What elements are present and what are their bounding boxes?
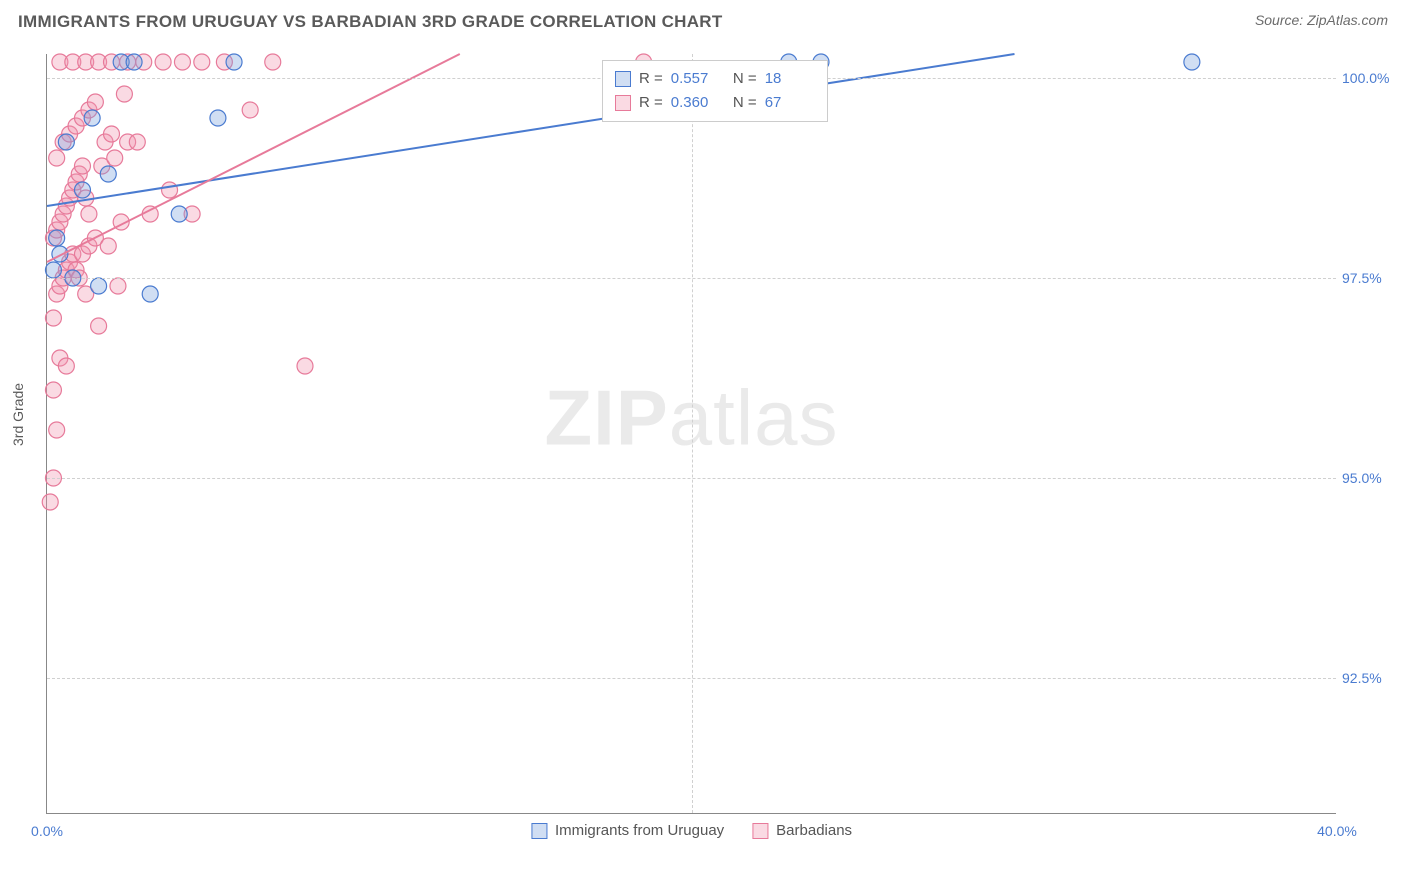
scatter-point — [126, 54, 142, 70]
scatter-point — [87, 94, 103, 110]
scatter-point — [297, 358, 313, 374]
scatter-point — [210, 110, 226, 126]
scatter-point — [91, 278, 107, 294]
scatter-point — [104, 126, 120, 142]
ytick-label: 97.5% — [1342, 270, 1398, 286]
trend-line — [47, 54, 1015, 206]
scatter-point — [45, 262, 61, 278]
scatter-point — [226, 54, 242, 70]
scatter-point — [49, 230, 65, 246]
scatter-point — [110, 278, 126, 294]
scatter-point — [84, 110, 100, 126]
stat-r-label: R = — [639, 67, 663, 91]
scatter-point — [45, 382, 61, 398]
xtick-label: 0.0% — [31, 823, 63, 839]
scatter-point — [100, 238, 116, 254]
stat-n-label: N = — [729, 91, 757, 115]
stat-n-value: 67 — [765, 91, 815, 115]
scatter-point — [49, 422, 65, 438]
legend-swatch — [615, 95, 631, 111]
scatter-point — [171, 206, 187, 222]
scatter-point — [194, 54, 210, 70]
ytick-label: 92.5% — [1342, 670, 1398, 686]
scatter-point — [42, 494, 58, 510]
scatter-point — [58, 358, 74, 374]
stat-r-value: 0.557 — [671, 67, 721, 91]
yaxis-title: 3rd Grade — [10, 383, 26, 446]
scatter-point — [107, 150, 123, 166]
legend-swatch — [615, 71, 631, 87]
scatter-point — [142, 286, 158, 302]
scatter-point — [52, 246, 68, 262]
scatter-point — [91, 318, 107, 334]
legend-swatch — [752, 823, 768, 839]
stat-r-label: R = — [639, 91, 663, 115]
scatter-point — [74, 158, 90, 174]
gridline-v — [692, 54, 693, 813]
bottom-legend-item: Immigrants from Uruguay — [531, 822, 724, 839]
scatter-point — [242, 102, 258, 118]
scatter-point — [49, 150, 65, 166]
chart-title: IMMIGRANTS FROM URUGUAY VS BARBADIAN 3RD… — [18, 12, 723, 32]
stat-r-value: 0.360 — [671, 91, 721, 115]
scatter-point — [142, 206, 158, 222]
xtick-label: 40.0% — [1317, 823, 1357, 839]
bottom-legend-item: Barbadians — [752, 822, 852, 839]
scatter-point — [74, 182, 90, 198]
scatter-point — [116, 86, 132, 102]
stats-legend: R = 0.557 N = 18R = 0.360 N = 67 — [602, 60, 828, 122]
stat-n-value: 18 — [765, 67, 815, 91]
scatter-point — [1184, 54, 1200, 70]
stats-legend-row: R = 0.360 N = 67 — [615, 91, 815, 115]
bottom-legend: Immigrants from Uruguay Barbadians — [531, 822, 852, 839]
bottom-legend-label: Immigrants from Uruguay — [555, 822, 724, 839]
scatter-point — [174, 54, 190, 70]
scatter-point — [162, 182, 178, 198]
scatter-point — [81, 206, 97, 222]
scatter-point — [129, 134, 145, 150]
header: IMMIGRANTS FROM URUGUAY VS BARBADIAN 3RD… — [0, 0, 1406, 40]
chart-plot-area: ZIPatlas 92.5%95.0%97.5%100.0%0.0%40.0%R… — [46, 54, 1336, 814]
bottom-legend-label: Barbadians — [776, 822, 852, 839]
scatter-point — [100, 166, 116, 182]
stat-n-label: N = — [729, 67, 757, 91]
scatter-point — [265, 54, 281, 70]
ytick-label: 100.0% — [1342, 70, 1398, 86]
ytick-label: 95.0% — [1342, 470, 1398, 486]
stats-legend-row: R = 0.557 N = 18 — [615, 67, 815, 91]
source-label: Source: ZipAtlas.com — [1255, 12, 1388, 28]
scatter-point — [155, 54, 171, 70]
scatter-point — [58, 134, 74, 150]
legend-swatch — [531, 823, 547, 839]
scatter-point — [45, 310, 61, 326]
